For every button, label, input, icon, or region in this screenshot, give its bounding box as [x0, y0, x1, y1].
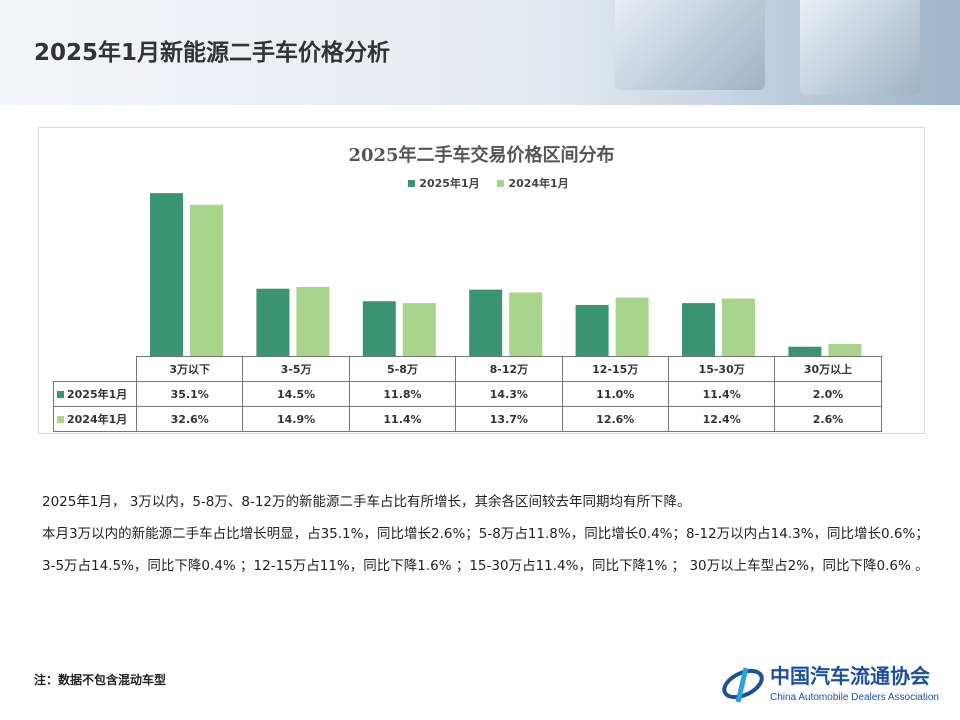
value-cell: 32.6%: [135, 406, 244, 432]
bar-2025: [362, 301, 396, 356]
bar-2024: [296, 286, 330, 356]
category-label: 3-5万: [242, 356, 350, 382]
value-cell: 11.4%: [667, 381, 776, 407]
logo-en: China Automobile Dealers Association: [770, 692, 939, 703]
value-cell: 11.8%: [348, 381, 457, 407]
value-cell: 14.9%: [242, 406, 350, 432]
bar-2024: [402, 303, 436, 356]
table-corner: [53, 356, 137, 382]
value-cell: 14.3%: [455, 381, 563, 407]
row-header-2025: 2025年1月: [53, 381, 137, 407]
value-cell: 11.4%: [348, 406, 457, 432]
value-cell: 12.6%: [561, 406, 669, 432]
category-label: 5-8万: [348, 356, 457, 382]
category-label: 3万以下: [135, 356, 244, 382]
value-cell: 12.4%: [667, 406, 776, 432]
value-cell: 14.5%: [242, 381, 350, 407]
header-banner: [0, 0, 960, 105]
category-label: 8-12万: [455, 356, 563, 382]
chart-frame: 2025年二手车交易价格区间分布 2025年1月 2024年1月 3万以下 3-5…: [38, 127, 925, 434]
value-cell: 11.0%: [561, 381, 669, 407]
value-cell: 2.0%: [774, 381, 882, 407]
category-label: 15-30万: [667, 356, 776, 382]
legend-swatch-2025: [408, 180, 416, 187]
row-label-2024: 2024年1月: [67, 413, 128, 426]
bar-plot: [150, 193, 862, 356]
bar-2024: [828, 343, 862, 356]
category-label: 12-15万: [561, 356, 669, 382]
legend-swatch-2024: [497, 180, 505, 187]
row-swatch-2025: [57, 391, 64, 398]
bar-2025: [150, 193, 183, 356]
row-swatch-2024: [57, 416, 64, 423]
row-label-2025: 2025年1月: [67, 388, 128, 401]
value-cell: 35.1%: [135, 381, 244, 407]
chart-legend: 2025年1月 2024年1月: [39, 175, 924, 191]
note-paragraph: 本月3万以内的新能源二手车占比增长明显，占35.1%，同比增长2.6%；5-8万…: [42, 526, 929, 574]
cada-logo-icon: [722, 667, 764, 703]
decorative-cube: [800, 0, 920, 95]
bar-2025: [469, 289, 503, 356]
bar-2025: [256, 288, 290, 356]
cada-logo: 中国汽车流通协会 China Automobile Dealers Associ…: [720, 664, 960, 708]
page-title: 2025年1月新能源二手车价格分析: [34, 40, 391, 66]
footnote: 注：数据不包含混动车型: [34, 673, 167, 687]
category-label: 30万以上: [774, 356, 882, 382]
decorative-cube: [615, 0, 765, 90]
chart-title: 2025年二手车交易价格区间分布: [348, 145, 615, 166]
bar-2024: [722, 298, 755, 356]
value-cell: 2.6%: [774, 406, 882, 432]
note-paragraph: 2025年1月， 3万以内，5-8万、8-12万的新能源二手车占比有所增长，其余…: [42, 494, 691, 510]
logo-cn: 中国汽车流通协会: [770, 664, 930, 688]
bar-2025: [575, 304, 609, 356]
analysis-notes: 2025年1月， 3万以内，5-8万、8-12万的新能源二手车占比有所增长，其余…: [42, 486, 932, 582]
bar-2024: [615, 297, 649, 356]
value-cell: 13.7%: [455, 406, 563, 432]
bar-2025: [682, 303, 715, 356]
row-header-2024: 2024年1月: [53, 406, 137, 432]
bar-2025: [788, 346, 822, 356]
legend-label-2025: 2025年1月: [419, 177, 480, 190]
bar-2024: [509, 292, 543, 356]
bar-2024: [190, 204, 223, 356]
data-table: 3万以下 3-5万 5-8万 8-12万 12-15万 15-30万 30万以上 2025年…: [53, 356, 882, 432]
legend-label-2024: 2024年1月: [508, 177, 569, 190]
